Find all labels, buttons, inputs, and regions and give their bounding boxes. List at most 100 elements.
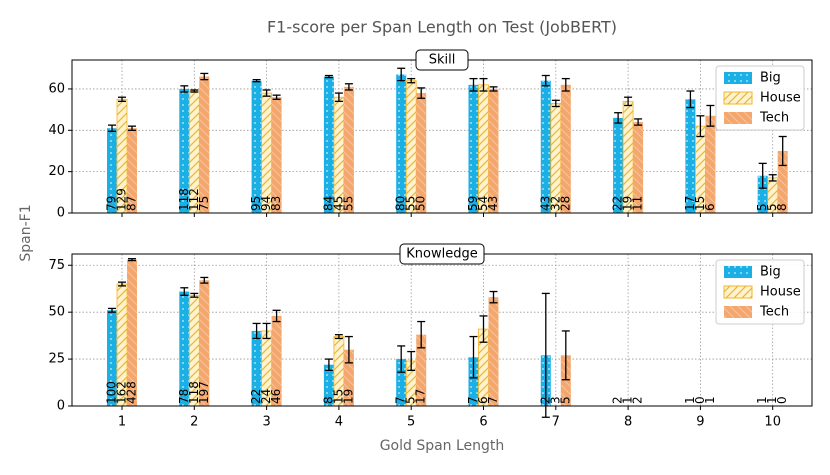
bar-hatch: [396, 359, 407, 406]
legend-label: House: [760, 91, 801, 106]
bar-hatch: [117, 284, 127, 406]
y-tick-label: 20: [48, 164, 65, 179]
bar-hatch: [179, 291, 190, 406]
count-label: 0: [693, 396, 707, 404]
count-label: 3: [548, 396, 562, 404]
bar-hatch: [127, 128, 137, 213]
bar-hatch: [550, 103, 561, 213]
legend-label: Tech: [759, 111, 789, 126]
bar-hatch: [488, 88, 499, 213]
bar-hatch: [488, 297, 499, 406]
count-label: 118: [177, 188, 191, 211]
count-label: 7: [466, 396, 480, 404]
x-tick-label: 6: [479, 415, 487, 430]
count-label: 75: [197, 196, 211, 211]
legend-label: Tech: [759, 305, 789, 320]
count-label: 32: [548, 196, 562, 211]
count-label: 46: [269, 389, 283, 404]
panel-title-box: [399, 243, 485, 265]
count-label: 7: [394, 396, 408, 404]
bar-hatch: [107, 128, 117, 213]
count-label: 100: [105, 381, 119, 404]
count-label: 1: [755, 396, 769, 404]
bar-hatch: [416, 93, 427, 213]
x-tick-label: 8: [624, 415, 632, 430]
legend-label: Big: [760, 265, 781, 280]
count-label: 1: [765, 396, 779, 404]
bar-hatch: [416, 334, 427, 406]
count-label: 80: [394, 196, 408, 211]
count-label: 17: [414, 389, 428, 404]
count-label: 22: [611, 196, 625, 211]
x-tick-label: 2: [190, 415, 198, 430]
bar-hatch: [777, 150, 788, 213]
bar-hatch: [685, 99, 696, 213]
count-label: 95: [249, 196, 263, 211]
y-tick-label: 75: [48, 258, 65, 273]
count-label: 6: [703, 203, 717, 211]
bar-hatch: [468, 84, 479, 213]
bar-hatch: [343, 349, 354, 406]
bar-hatch: [343, 86, 354, 213]
bar-hatch: [623, 101, 634, 213]
count-label: 43: [486, 196, 500, 211]
panel-title: Knowledge: [406, 247, 477, 262]
count-label: 19: [341, 389, 355, 404]
bar-hatch: [189, 91, 200, 213]
bar-hatch: [406, 80, 417, 213]
x-tick-label: 3: [262, 415, 270, 430]
count-label: 129: [115, 188, 129, 211]
bar-hatch: [633, 122, 644, 213]
legend-swatch-hatch: [724, 306, 752, 318]
x-axis-label: Gold Span Length: [380, 438, 505, 454]
count-label: 17: [683, 196, 697, 211]
count-label: 5: [558, 396, 572, 404]
x-tick-label: 9: [696, 415, 704, 430]
count-label: 24: [259, 389, 273, 404]
bar-hatch: [406, 360, 417, 406]
bar-hatch: [189, 295, 200, 406]
count-label: 50: [414, 196, 428, 211]
count-label: 8: [321, 396, 335, 404]
bar-hatch: [333, 336, 344, 406]
bar-hatch: [560, 84, 571, 213]
legend-swatch-hatch: [724, 92, 752, 104]
bar-hatch: [261, 93, 272, 213]
count-label: 79: [105, 196, 119, 211]
bar-hatch: [540, 80, 551, 213]
count-label: 5: [755, 203, 769, 211]
x-tick-label: 10: [764, 415, 781, 430]
bar-hatch: [695, 126, 706, 213]
bar-hatch: [261, 330, 272, 406]
bar-hatch: [107, 310, 117, 406]
count-label: 87: [125, 196, 139, 211]
bar-hatch: [705, 115, 716, 213]
count-label: 55: [341, 196, 355, 211]
legend-swatch-hatch: [724, 112, 752, 124]
bar-hatch: [179, 88, 190, 213]
bar-hatch: [251, 80, 262, 213]
count-label: 15: [693, 196, 707, 211]
count-label: 112: [187, 188, 201, 211]
x-tick-label: 4: [335, 415, 343, 430]
y-tick-label: 60: [48, 81, 65, 96]
count-label: 2: [611, 396, 625, 404]
panel-title-box: [415, 49, 469, 71]
legend-swatch-hatch: [724, 72, 752, 84]
count-label: 84: [321, 196, 335, 211]
x-tick-label: 7: [552, 415, 560, 430]
bar-hatch: [251, 330, 262, 406]
y-tick-label: 0: [57, 399, 65, 414]
legend-swatch-hatch: [724, 286, 752, 298]
bar-hatch: [478, 329, 489, 406]
bar-hatch: [468, 357, 479, 406]
bar-hatch: [271, 97, 282, 213]
count-label: 118: [187, 381, 201, 404]
y-tick-label: 40: [48, 123, 65, 138]
count-label: 59: [466, 196, 480, 211]
bar-hatch: [199, 76, 210, 213]
bar-hatch: [478, 84, 489, 213]
count-label: 0: [775, 396, 789, 404]
bar-hatch: [323, 364, 334, 406]
